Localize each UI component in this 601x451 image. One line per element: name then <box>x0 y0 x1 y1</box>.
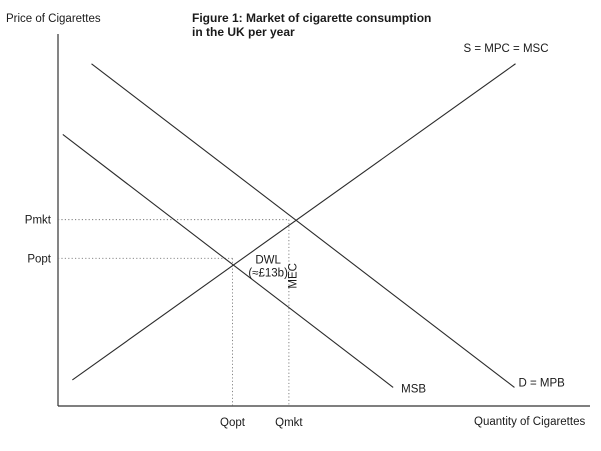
y-axis-label: Price of Cigarettes <box>6 13 101 25</box>
curve-s-mpc-msc <box>72 63 516 381</box>
chart-subtitle: in the UK per year <box>192 25 295 39</box>
curves <box>62 63 516 388</box>
x-tick-qmkt: Qmkt <box>275 417 303 429</box>
guide-lines <box>58 219 290 406</box>
chart-title: Figure 1: Market of cigarette consumptio… <box>192 11 431 25</box>
curve-msb <box>62 134 394 388</box>
annotation-13b: (≈£13b) <box>248 268 288 280</box>
curve-d-mpb <box>91 63 515 388</box>
x-axis-label: Quantity of Cigarettes <box>474 416 585 428</box>
tick-labels: Qopt Qmkt Pmkt Popt <box>25 215 304 429</box>
annotation-dwl: DWL <box>255 255 281 267</box>
label-msb: MSB <box>401 383 426 395</box>
label-s-mpc-msc: S = MPC = MSC <box>464 43 549 55</box>
annotations: DWL(≈£13b) MEC <box>248 255 299 289</box>
annotation-mec: MEC <box>287 263 299 289</box>
label-d-mpb: D = MPB <box>518 377 565 389</box>
x-tick-qopt: Qopt <box>220 417 246 429</box>
curve-labels: S = MPC = MSC D = MPB MSB <box>401 43 565 396</box>
y-tick-pmkt: Pmkt <box>25 215 52 227</box>
y-tick-popt: Popt <box>27 253 51 265</box>
